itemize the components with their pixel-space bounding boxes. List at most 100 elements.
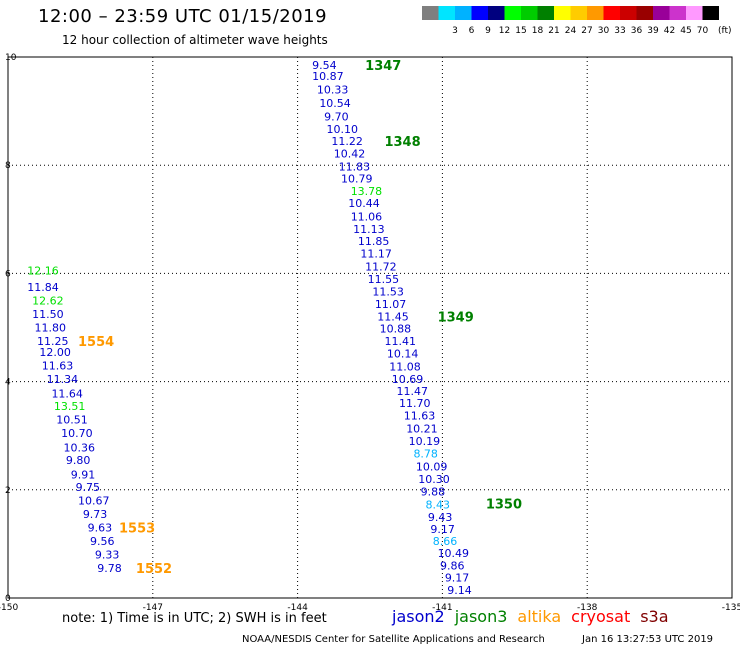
colorbar-label: 3 [452,26,458,36]
colorbar-label: 15 [515,26,526,36]
swh-value-label: 10.54 [319,97,351,110]
swh-value-label: 9.91 [71,469,96,482]
swh-value-label: 10.19 [409,435,441,448]
swh-value-label: 9.56 [90,535,115,548]
generated-timestamp: Jan 16 13:27:53 UTC 2019 [582,634,714,645]
plot-frame [7,56,733,599]
swh-value-label: 11.41 [384,335,416,348]
colorbar-swatch [686,6,703,20]
swh-value-label: 9.14 [447,584,472,597]
swh-value-label: 11.08 [389,360,421,373]
swh-value-label: 10.36 [64,442,96,455]
pass-number-label: 1348 [384,135,420,150]
swh-value-label: 11.55 [368,273,400,286]
swh-value-label: 11.47 [397,385,429,398]
pass-number-label: 1350 [486,497,522,512]
swh-value-label: 9.33 [95,549,120,562]
swh-value-label: 10.88 [380,323,412,336]
swh-value-label: 9.73 [83,508,108,521]
colorbar-label: 9 [485,26,491,36]
pass-number-label: 1554 [78,335,114,350]
colorbar-label: 18 [532,26,544,36]
swh-value-label: 10.87 [312,70,344,83]
colorbar-label: 24 [565,26,577,36]
wave-height-colorbar: 3 6 9 12 15 18 21 24 27 30 33 36 39 42 45 70 (ft) [422,6,732,36]
pass-number-label: 1552 [136,562,172,577]
swh-value-label: 11.70 [399,397,431,410]
swh-value-label: 11.34 [47,373,79,386]
swh-value-label: 9.17 [430,523,455,536]
swh-value-label: 9.70 [324,111,349,124]
colorbar-unit: (ft) [718,26,732,36]
swh-value-label: 11.63 [42,359,74,372]
colorbar-swatch [504,6,521,20]
swh-value-label: 11.84 [27,281,59,294]
swh-value-label: 11.45 [377,311,409,324]
colorbar-swatch [653,6,670,20]
colorbar-label: 33 [614,26,625,36]
swh-value-label: 9.86 [440,560,465,573]
x-tick-label: -138 [577,603,598,613]
colorbar-label: 21 [548,26,559,36]
satellite-legend-s3a: s3a [640,607,669,626]
colorbar-swatch [603,6,620,20]
colorbar-label: 36 [631,26,643,36]
x-tick-label: -150 [0,603,18,613]
swh-value-label: 11.63 [404,410,436,423]
colorbar-swatch [537,6,554,20]
colorbar-swatch [570,6,587,20]
swh-value-label: 10.42 [334,147,366,160]
swh-value-label: 9.78 [97,562,122,575]
y-tick-label: 2 [5,486,11,496]
satellite-legend: jason2 jason3 altika cryosat s3a [392,607,679,626]
y-tick-label: 0 [5,594,11,604]
page-subtitle: 12 hour collection of altimeter wave hei… [62,33,328,47]
swh-value-label: 12.62 [32,294,64,307]
swh-value-label: 11.64 [51,388,83,401]
swh-value-label: 10.69 [392,373,424,386]
swh-value-label: 10.10 [327,123,359,136]
colorbar-label: 6 [469,26,475,36]
pass-number-label: 1349 [438,311,474,326]
swh-value-label: 10.33 [317,83,349,96]
swh-value-label: 9.75 [76,481,101,494]
swh-value-label: 11.22 [331,135,363,148]
colorbar-label: 70 [697,26,709,36]
pass-number-label: 1553 [119,522,155,537]
page-title: 12:00 – 23:59 UTC 01/15/2019 [38,6,328,27]
swh-value-label: 12.00 [39,346,71,359]
colorbar-swatch [471,6,488,20]
swh-value-label: 11.17 [360,247,392,260]
swh-value-label: 11.80 [35,322,66,335]
satellite-legend-altika: altika [517,607,562,626]
swh-value-label: 8.43 [426,498,451,511]
swh-value-label: 11.50 [32,308,64,321]
swh-value-label: 10.21 [406,423,438,436]
y-tick-label: 4 [5,378,11,388]
colorbar-swatch [521,6,538,20]
swh-value-label: 10.67 [78,495,110,508]
satellite-legend-cryosat: cryosat [571,607,631,626]
swh-value-label: 10.49 [438,547,470,560]
colorbar-label: 42 [664,26,675,36]
swh-value-label: 9.54 [312,59,337,72]
x-tick-label: -147 [143,603,163,613]
colorbar-swatch [636,6,653,20]
swh-value-label: 9.17 [445,571,470,584]
swh-value-label: 8.78 [413,448,438,461]
swh-value-label: 11.72 [365,260,397,273]
swh-value-label: 10.44 [348,197,380,210]
swh-value-label: 11.07 [375,298,407,311]
swh-value-label: 12.16 [27,265,59,278]
satellite-legend-jason3: jason3 [454,607,508,626]
swh-value-label: 8.66 [433,535,458,548]
swh-value-label: 11.53 [372,285,404,298]
colorbar-label: 45 [680,26,691,36]
colorbar-swatch [422,6,439,20]
colorbar-swatch [438,6,455,20]
swh-value-label: 10.79 [341,173,373,186]
swh-value-label: 11.25 [37,335,69,348]
swh-value-label: 11.06 [351,211,383,224]
x-tick-label: -144 [287,603,308,613]
